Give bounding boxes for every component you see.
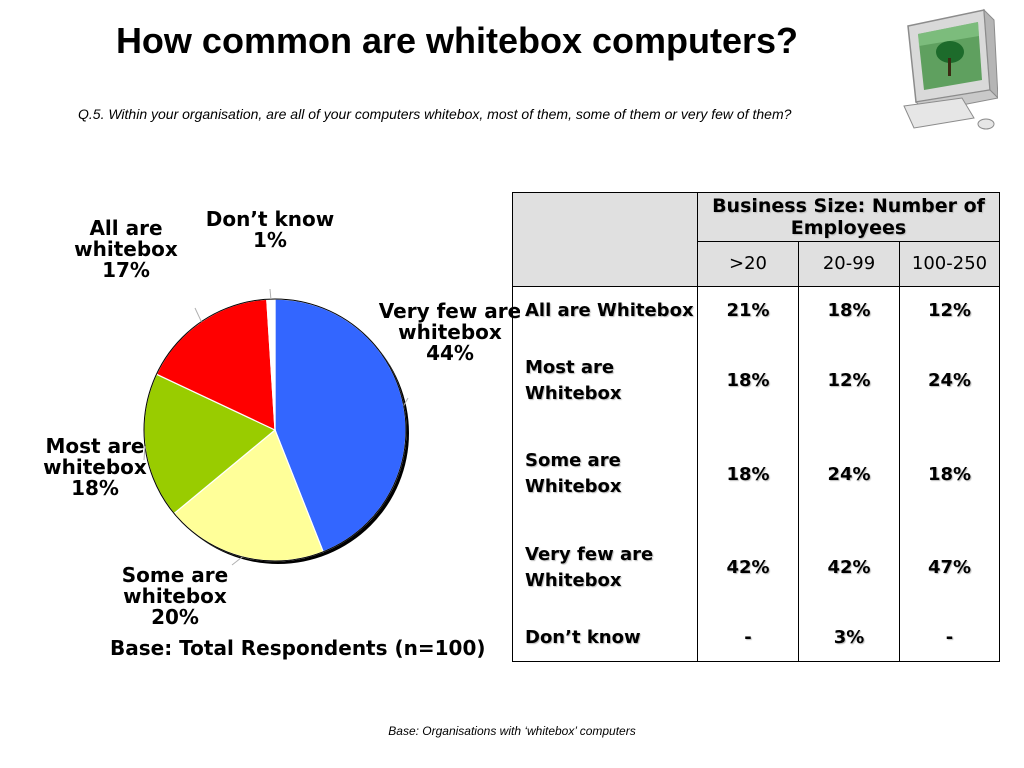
slice-label-line: All are <box>89 216 162 240</box>
table-cell: 18% <box>927 463 972 485</box>
slice-label-line: Some are <box>122 563 228 587</box>
slice-percent: 18% <box>71 476 119 500</box>
leader-lines <box>143 288 409 566</box>
computer-monitor-icon <box>903 8 998 130</box>
slice-label-all-are-whitebox: All are whitebox 17% <box>74 216 178 282</box>
slice-label-line: Very few are <box>379 299 520 323</box>
slice-percent: 1% <box>253 228 287 252</box>
table-cell: 42% <box>798 520 900 615</box>
table-row: Some are Whitebox 18% 24% 18% <box>513 427 999 521</box>
slice-label-line: whitebox <box>74 237 178 261</box>
leader-line <box>403 397 409 406</box>
table-cell: 24% <box>798 427 900 521</box>
column-header: 100-250 <box>899 241 999 287</box>
table-cell: - <box>697 614 799 661</box>
survey-question: Q.5. Within your organisation, are all o… <box>78 106 792 122</box>
slice-label-line: whitebox <box>123 584 227 608</box>
table-cell: 47% <box>927 557 972 579</box>
slice-label-line: whitebox <box>43 455 147 479</box>
slice-percent: 17% <box>102 258 150 282</box>
base-total-note: Base: Total Respondents (n=100) <box>110 636 486 660</box>
slice-percent: 20% <box>151 605 199 629</box>
table-cell: 18% <box>697 334 799 428</box>
leader-line <box>143 446 146 461</box>
row-label: All are Whitebox <box>513 286 698 335</box>
slice-label-most-are-whitebox: Most are whitebox 18% <box>43 434 147 500</box>
row-label: Don’t know <box>513 614 698 661</box>
pie-slices <box>143 298 407 562</box>
table-cell: 21% <box>697 286 799 335</box>
table-row: Don’t know - 3% - <box>513 614 999 661</box>
row-label: Most are Whitebox <box>513 334 698 428</box>
results-table: Business Size: Number of Employees >20 2… <box>513 193 999 661</box>
slice-percent: 44% <box>426 341 474 365</box>
column-header: >20 <box>697 241 799 287</box>
table-cell: 12% <box>927 300 972 322</box>
business-size-table: Business Size: Number of Employees >20 2… <box>512 192 1000 662</box>
table-cell: 24% <box>927 370 972 392</box>
table-corner-cell <box>513 193 698 287</box>
row-label: Some are Whitebox <box>513 427 698 521</box>
row-label: Very few are Whitebox <box>513 520 698 615</box>
leader-line <box>194 307 202 322</box>
leader-line <box>269 288 272 300</box>
slice-label-line: Most are <box>46 434 145 458</box>
pie-outline <box>143 298 407 562</box>
table-cell: 18% <box>697 427 799 521</box>
slice-label-line: Don’t know <box>206 207 334 231</box>
pie-chart: Very few are whitebox 44%Some are whitebox 2… <box>43 207 520 629</box>
table-cell: - <box>945 627 954 649</box>
slice-label-very-few-are-whitebox: Very few are whitebox 44% <box>379 299 520 365</box>
footer-base-note: Base: Organisations with ‘whitebox’ comp… <box>388 724 636 738</box>
column-header: 20-99 <box>798 241 900 287</box>
slice-label-some-are-whitebox: Some are whitebox 20% <box>122 563 228 629</box>
table-group-header: Business Size: Number of Employees <box>697 193 999 242</box>
table-cell: 3% <box>798 614 900 661</box>
slice-label-don-t-know: Don’t know 1% <box>206 207 334 252</box>
table-row: All are Whitebox 21% 18% 12% <box>513 286 999 335</box>
slide-title-text: How common are whitebox computers? <box>115 20 799 61</box>
leader-line <box>231 556 243 566</box>
table-cell: 12% <box>798 334 900 428</box>
slice-label-line: whitebox <box>398 320 502 344</box>
table-cell: 42% <box>697 520 799 615</box>
slide-title: How common are whitebox computers? <box>0 20 1024 62</box>
table-row: Very few are Whitebox 42% 42% 47% <box>513 520 999 615</box>
table-cell: 18% <box>798 286 900 335</box>
table-row: Most are Whitebox 18% 12% 24% <box>513 334 999 428</box>
